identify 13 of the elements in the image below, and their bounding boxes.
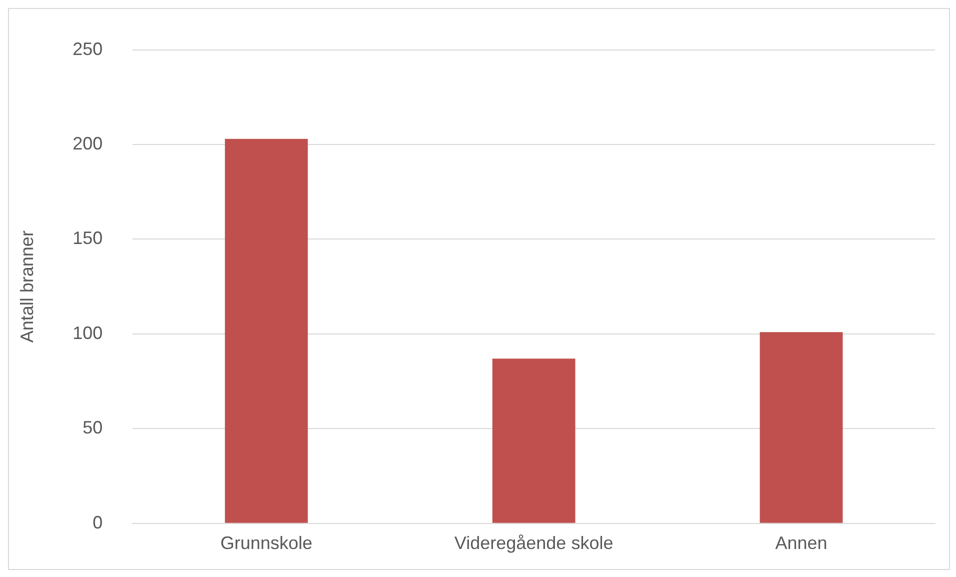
bar: [492, 358, 576, 523]
x-tick-label: Grunnskole: [220, 533, 312, 554]
y-tick-label: 250: [72, 38, 103, 59]
bar: [224, 138, 308, 523]
y-tick-label: 100: [72, 322, 103, 343]
y-tick-label: 50: [82, 418, 103, 438]
x-tick-label: Videregående skole: [454, 533, 614, 554]
y-tick-label: 0: [92, 512, 103, 532]
x-tick-label: Annen: [775, 533, 828, 554]
y-tick-label: 200: [72, 133, 103, 154]
bar: [760, 332, 843, 523]
y-axis-title: Antall branner: [16, 230, 37, 343]
y-tick-label: 150: [72, 228, 103, 248]
